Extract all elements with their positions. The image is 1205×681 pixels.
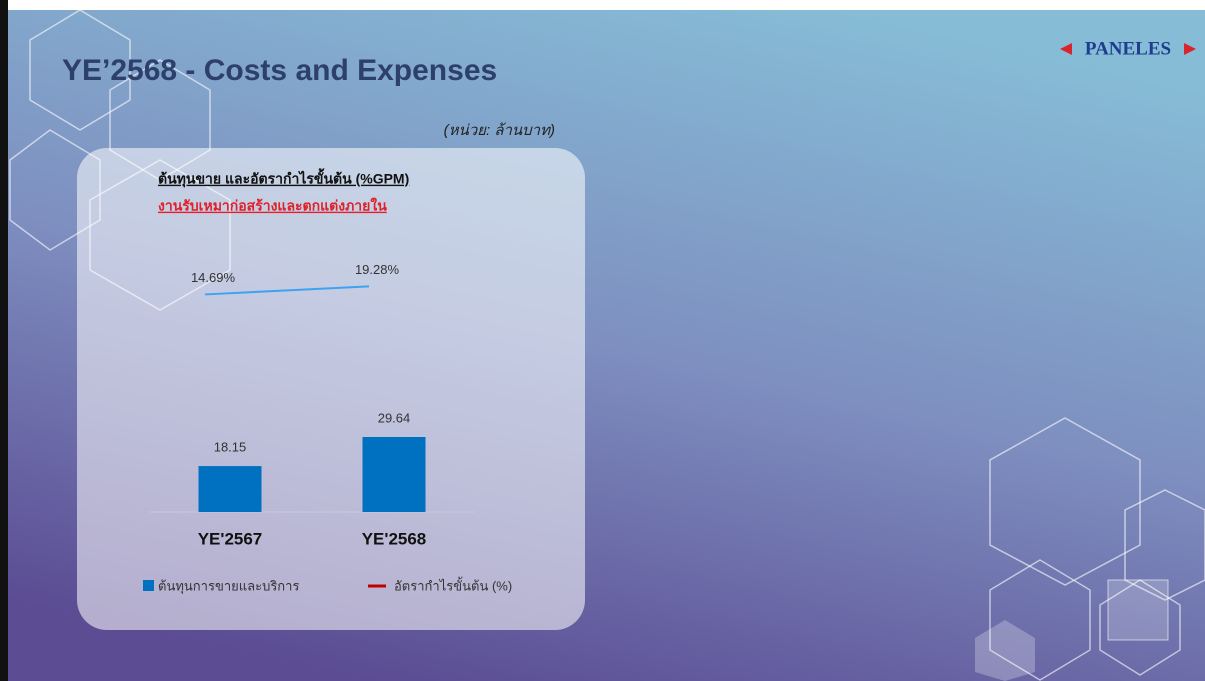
logo-arrow xyxy=(1184,43,1196,55)
logo: PANELES xyxy=(1085,38,1171,59)
chart-card xyxy=(77,148,585,630)
data-label: 18.15 xyxy=(214,440,247,455)
chart-title: ต้นทุนขาย และอัตรากำไรขั้นต้น (%GPM) xyxy=(158,168,409,188)
cube-decor xyxy=(1107,579,1169,641)
slide-title: YE’2568 - Costs and Expenses xyxy=(62,54,497,87)
x-tick-label: YE'2567 xyxy=(198,529,263,548)
legend-swatch xyxy=(143,580,154,591)
data-label: 19.28% xyxy=(355,262,400,277)
logo-arrow xyxy=(1060,43,1072,55)
hexagon-fill xyxy=(975,620,1035,681)
bar xyxy=(362,437,426,512)
chart-subtitle: งานรับเหมาก่อสร้างและตกแต่งภายใน xyxy=(158,197,387,214)
frame-edge xyxy=(0,0,8,681)
data-label: 14.69% xyxy=(191,270,236,285)
legend-label: ต้นทุนการขายและบริการ xyxy=(158,578,299,594)
x-tick-label: YE'2568 xyxy=(362,529,427,548)
bar xyxy=(198,466,262,512)
data-label: 29.64 xyxy=(378,410,411,425)
line xyxy=(204,285,370,296)
unit-note: (หน่วย: ล้านบาท) xyxy=(444,122,555,139)
legend-label: อัตรากำไรขั้นต้น (%) xyxy=(394,576,512,593)
